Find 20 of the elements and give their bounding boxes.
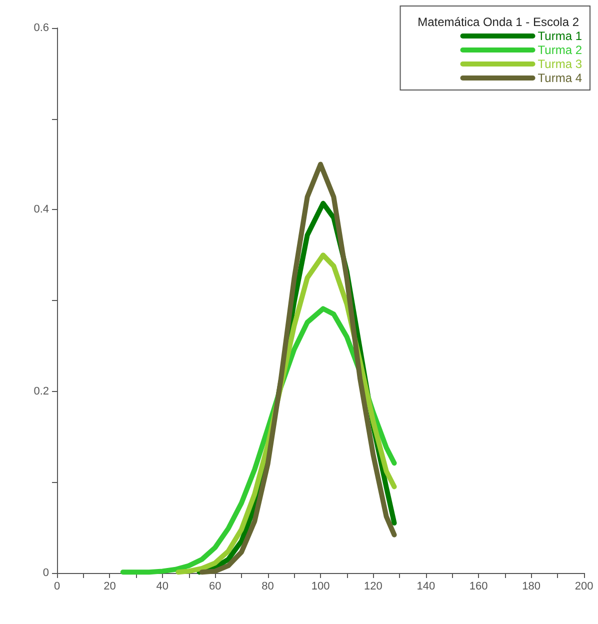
x-tick-label: 20: [104, 580, 116, 592]
y-tick-label: 0: [42, 567, 49, 579]
x-tick-label: 40: [156, 580, 169, 592]
x-tick-label: 180: [522, 580, 540, 592]
y-tick-label: 0.6: [34, 22, 49, 34]
y-tick-label: 0.4: [34, 204, 49, 216]
text: Turma 2: [538, 43, 582, 57]
x-tick-label: 200: [574, 580, 594, 592]
text: Turma 1: [538, 29, 582, 43]
x-tick-label: 100: [311, 580, 330, 592]
text: Turma 3: [538, 57, 582, 71]
legend-title: Matemática Onda 1 - Escola 2: [418, 15, 580, 29]
x-tick-label: 80: [262, 580, 274, 592]
x-tick-label: 160: [469, 580, 488, 592]
y-tick-label: 0.2: [34, 385, 49, 398]
x-tick-label: 60: [208, 580, 222, 592]
text: Turma 4: [538, 71, 582, 85]
x-tick-label: 140: [416, 580, 436, 592]
x-tick-label: 120: [364, 580, 382, 592]
x-tick-label: 0: [54, 580, 60, 592]
